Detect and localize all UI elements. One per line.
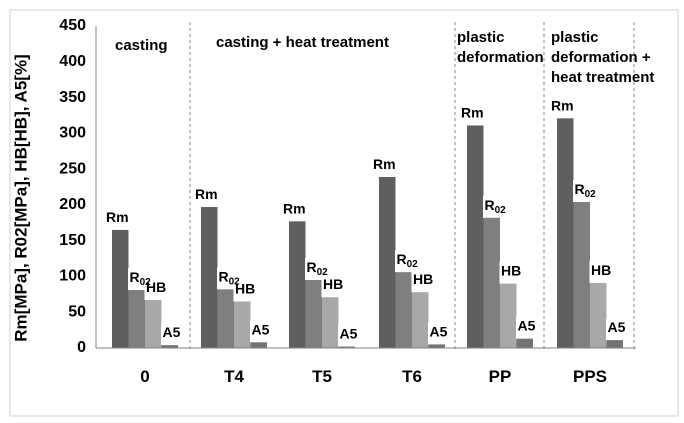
x-tick-label: 0 (140, 367, 149, 386)
y-tick-label: 450 (59, 17, 86, 34)
bar (500, 283, 517, 348)
y-tick-label: 100 (59, 268, 86, 285)
bars-layer (112, 118, 623, 348)
data-label: A5 (608, 319, 626, 335)
bar (606, 340, 623, 348)
x-tick-label: PPS (573, 367, 607, 386)
y-tick-label: 300 (59, 125, 86, 142)
bar (128, 290, 145, 348)
y-axis-label: Rm[MPa], R02[MPa], HB[HB], A5[%] (11, 54, 30, 341)
group-label: plastic deformation (457, 29, 544, 66)
bar (467, 125, 484, 348)
axes (95, 26, 636, 349)
data-label: R02 (575, 181, 597, 200)
data-label: HB (323, 276, 343, 292)
bar (557, 118, 574, 348)
x-tick-label: T6 (402, 367, 422, 386)
x-tick-labels: 0 T4 T5 T6 PP PPS (140, 367, 607, 386)
data-labels: RmR02HBA5RmR02HBA5RmR02HBA5RmR02HBA5RmR0… (106, 97, 626, 341)
bar (395, 272, 412, 348)
data-label: HB (146, 279, 166, 295)
data-label: A5 (340, 326, 358, 342)
data-label: Rm (106, 209, 129, 225)
bar (428, 344, 445, 348)
data-label: Rm (373, 156, 396, 172)
data-label: A5 (518, 318, 536, 334)
data-label: HB (591, 262, 611, 278)
y-tick-label: 400 (59, 53, 86, 70)
bar (483, 217, 500, 348)
bar (516, 338, 533, 348)
bar (322, 297, 339, 348)
y-tick-label: 200 (59, 196, 86, 213)
bar (250, 342, 267, 348)
data-label: Rm (551, 97, 574, 113)
bar (145, 300, 162, 348)
data-label: HB (413, 271, 433, 287)
x-tick-label: PP (489, 367, 512, 386)
data-label: HB (501, 263, 521, 279)
group-labels: casting casting + heat treatment plastic de… (115, 29, 654, 86)
data-label: A5 (163, 324, 181, 340)
group-separators (189, 22, 635, 350)
data-label: HB (235, 280, 255, 296)
bar (201, 207, 218, 348)
data-label: Rm (195, 186, 218, 202)
data-label: Rm (461, 104, 484, 120)
bar (289, 221, 306, 348)
x-tick-label: T4 (224, 367, 244, 386)
data-label: R02 (130, 269, 152, 288)
x-tick-label: T5 (312, 367, 332, 386)
data-label: Rm (283, 200, 306, 216)
bar (217, 289, 234, 348)
bar (590, 282, 607, 348)
bar (379, 176, 396, 348)
y-tick-label: 0 (77, 339, 86, 356)
chart-frame (9, 9, 679, 417)
y-tick-labels: 0 50 100 150 200 250 300 350 400 450 (59, 17, 86, 356)
y-tick-label: 150 (59, 232, 86, 249)
bar (161, 345, 178, 348)
group-label: casting + heat treatment (216, 34, 389, 51)
data-label: R02 (397, 251, 419, 270)
y-tick-label: 250 (59, 160, 86, 177)
data-label: R02 (307, 259, 329, 278)
label-connectors (128, 180, 607, 347)
bar (112, 229, 129, 348)
bar (573, 202, 590, 348)
data-label: A5 (430, 323, 448, 339)
group-label: casting (115, 37, 168, 54)
y-tick-label: 50 (68, 303, 86, 320)
bar (305, 280, 322, 348)
data-label: A5 (252, 321, 270, 337)
y-tick-label: 350 (59, 89, 86, 106)
bar (338, 346, 355, 348)
data-label: R02 (219, 268, 241, 287)
bar (234, 301, 251, 348)
data-label: R02 (485, 197, 507, 216)
bar (412, 292, 429, 348)
group-label: plastic deformation + heat treatment (551, 29, 654, 86)
